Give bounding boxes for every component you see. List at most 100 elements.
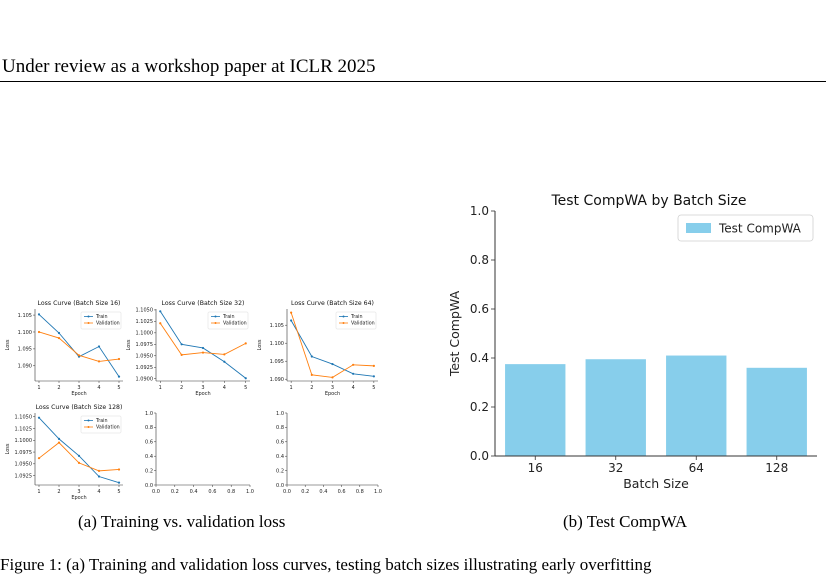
legend-marker	[214, 322, 217, 324]
x-tick-label: 0.0	[283, 489, 291, 495]
y-tick-label: 1.1000	[15, 438, 33, 444]
data-point-train	[117, 375, 121, 378]
x-tick-label: 3	[201, 385, 204, 391]
y-axis-label: Loss	[5, 443, 11, 454]
data-point-train	[159, 310, 162, 313]
y-tick-label: 0.8	[145, 425, 153, 431]
y-tick-label: 0.2	[470, 400, 489, 414]
y-tick-label: 1.0950	[136, 354, 154, 360]
y-tick-label: 0.0	[276, 483, 284, 489]
subplot-title: Loss Curve (Batch Size 64)	[291, 300, 374, 307]
y-tick-label: 1.105	[270, 323, 284, 329]
x-tick-label: 1	[37, 385, 40, 391]
bar-batch-32	[585, 359, 646, 456]
x-tick-label: 5	[372, 385, 375, 391]
data-point-train	[180, 343, 183, 346]
y-tick-label: 0.4	[145, 454, 153, 460]
data-point-train	[97, 345, 101, 348]
y-tick-label: 0.8	[470, 253, 489, 267]
x-tick-label: 2	[310, 385, 313, 391]
x-tick-label: 4	[223, 385, 226, 391]
running-header: Under review as a workshop paper at ICLR…	[2, 56, 376, 77]
data-point-validation	[372, 364, 375, 367]
data-point-validation	[352, 363, 355, 366]
y-tick-label: 0.2	[276, 468, 284, 474]
data-point-validation	[201, 351, 205, 354]
legend-label: Validation	[223, 321, 247, 327]
data-point-train	[117, 481, 121, 484]
y-tick-label: 0.8	[276, 425, 284, 431]
data-point-validation	[117, 357, 121, 361]
y-tick-label: 0.0	[145, 483, 153, 489]
data-point-validation	[77, 354, 81, 357]
data-point-train	[244, 377, 247, 380]
x-tick-label: 64	[689, 461, 704, 475]
data-point-validation	[37, 457, 41, 460]
x-tick-label: 0.6	[338, 489, 346, 495]
y-tick-label: 0.6	[470, 302, 489, 316]
x-tick-label: 0.2	[171, 489, 179, 495]
x-tick-label: 2	[57, 489, 60, 495]
bar-batch-128	[746, 367, 807, 456]
x-axis-label: Epoch	[195, 391, 210, 397]
x-tick-label: 0.8	[227, 489, 235, 495]
x-tick-label: 3	[77, 489, 80, 495]
data-point-validation	[97, 360, 101, 363]
bar-batch-64	[666, 355, 727, 456]
legend-label: Validation	[351, 321, 375, 327]
data-point-train	[77, 454, 81, 457]
subplot-title: Loss Curve (Batch Size 128)	[36, 404, 123, 411]
x-tick-label: 4	[97, 385, 100, 391]
y-tick-label: 0.0	[470, 449, 489, 463]
legend-marker	[87, 419, 90, 422]
legend-marker	[87, 426, 90, 428]
data-point-validation	[77, 461, 81, 464]
y-tick-label: 1.0975	[15, 450, 33, 456]
x-tick-label: 5	[244, 385, 247, 391]
data-point-train	[201, 346, 205, 350]
y-axis-label: Loss	[5, 339, 11, 350]
data-point-validation	[159, 322, 162, 325]
y-tick-label: 1.090	[18, 364, 32, 370]
x-tick-label: 16	[528, 461, 543, 475]
data-point-validation	[57, 336, 61, 340]
x-tick-label: 1	[37, 489, 40, 495]
y-tick-label: 1.0925	[136, 365, 154, 371]
data-point-train	[372, 375, 375, 378]
y-tick-label: 1.0950	[15, 462, 33, 468]
data-point-validation	[244, 342, 247, 345]
x-tick-label: 4	[97, 489, 100, 495]
y-tick-label: 0.4	[470, 351, 489, 365]
bar-legend-box	[677, 214, 814, 242]
legend-label: Train	[95, 418, 108, 424]
y-tick-label: 1.100	[18, 330, 32, 336]
y-axis-label: Loss	[257, 339, 263, 350]
legend-label: Train	[95, 314, 108, 320]
data-point-train	[57, 331, 61, 335]
y-tick-label: 1.095	[18, 347, 32, 353]
data-point-validation	[180, 353, 183, 356]
x-tick-label: 2	[57, 385, 60, 391]
data-point-train	[310, 355, 313, 358]
y-tick-label: 1.100	[270, 341, 284, 347]
data-point-train	[331, 362, 334, 366]
x-axis-label: Epoch	[325, 391, 340, 397]
legend-marker	[87, 322, 90, 324]
legend-label: Train	[222, 314, 235, 320]
y-tick-label: 1.0	[276, 411, 284, 417]
x-tick-label: 0.4	[319, 489, 327, 495]
subfigure-caption-a: (a) Training vs. validation loss	[78, 512, 286, 531]
y-axis-label: Test CompWA	[447, 290, 462, 377]
y-tick-label: 1.1050	[136, 308, 154, 314]
x-axis-label: Epoch	[71, 391, 86, 397]
x-tick-label: 128	[765, 461, 788, 475]
x-tick-label: 2	[180, 385, 183, 391]
bar-chart-title: Test CompWA by Batch Size	[550, 193, 746, 209]
legend-marker	[214, 315, 217, 318]
data-point-train	[352, 372, 355, 375]
loss-subplot-4: 1 2 3 4 5 1.0925 1.0950 1.0975 1.1000 1.1025 1.105…	[5, 404, 123, 501]
loss-curves-figure: 1 2 3 4 5 1.090 1.095 1.100 1.105 Loss Curve (Bat…	[5, 300, 382, 501]
y-tick-label: 1.0	[145, 411, 153, 417]
y-tick-label: 0.2	[145, 468, 153, 474]
x-tick-label: 5	[117, 489, 120, 495]
